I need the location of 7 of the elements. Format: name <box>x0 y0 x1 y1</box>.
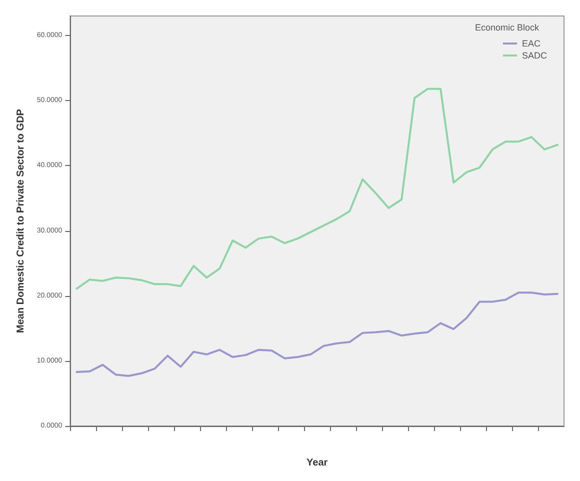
legend-label: SADC <box>522 50 548 60</box>
x-axis-title: Year <box>306 458 328 468</box>
legend-title: Economic Block <box>474 22 540 32</box>
legend-label: EAC <box>522 38 541 48</box>
line-series <box>76 292 559 377</box>
y-axis-title: Mean Domestic Credit to Private Sector to GDP <box>16 108 26 333</box>
line-series <box>76 88 559 290</box>
